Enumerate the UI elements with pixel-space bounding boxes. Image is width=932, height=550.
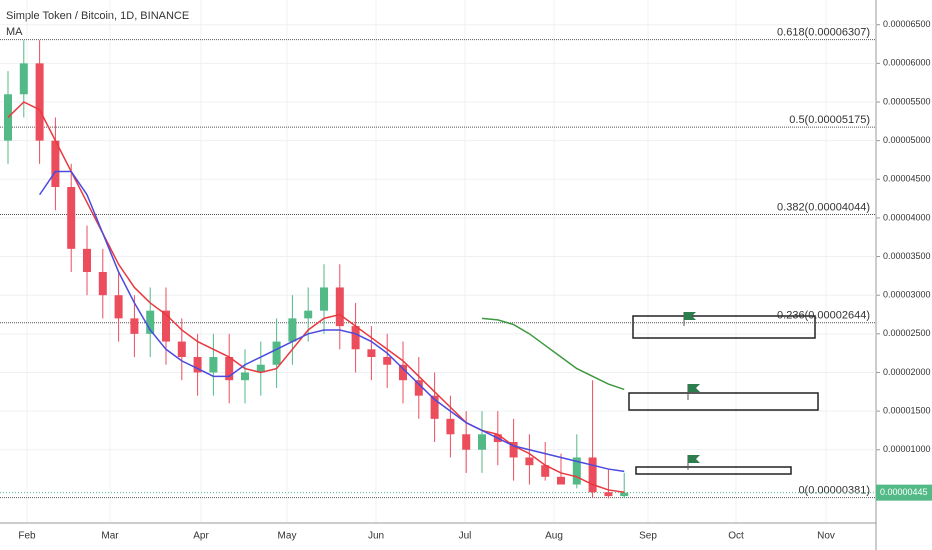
candle-body — [572, 457, 581, 485]
x-tick-label: Aug — [545, 531, 563, 542]
candle-body — [399, 364, 407, 381]
candle-body — [162, 310, 170, 342]
indicator-label: MA — [6, 26, 23, 38]
drawn-box — [635, 466, 792, 475]
flag — [684, 312, 696, 320]
y-tick-label: 0.00002500 — [883, 328, 931, 338]
candle-body — [98, 272, 107, 296]
y-tick-label: 0.00003000 — [883, 290, 931, 300]
candle-body — [320, 287, 328, 311]
candle-body — [146, 310, 155, 334]
candle-body — [19, 63, 28, 95]
fib-label: 0.618(0.00006307) — [777, 27, 870, 39]
ma-line — [38, 170, 625, 473]
y-tick-label: 0.00006500 — [883, 19, 931, 29]
y-tick-label: 0.00003500 — [883, 251, 931, 261]
ma-line — [481, 317, 625, 391]
fib-label: 0(0.00000381) — [798, 484, 870, 496]
candle-body — [604, 492, 613, 497]
candle-body — [67, 187, 76, 249]
candle-body — [114, 295, 123, 319]
x-tick-label: Oct — [728, 531, 744, 542]
y-tick-label: 0.00006000 — [883, 58, 931, 68]
candle-body — [525, 457, 534, 466]
candle-body — [351, 326, 360, 350]
candle-body — [588, 457, 597, 493]
x-tick-label: Jul — [459, 531, 472, 542]
candle-body — [4, 94, 12, 141]
drawings — [628, 315, 819, 475]
candle-body — [241, 372, 249, 381]
candle-body — [272, 341, 281, 365]
candle-body — [256, 364, 265, 373]
y-tick-label: 0.00001500 — [883, 405, 931, 415]
x-tick-label: Sep — [639, 531, 657, 542]
candle-body — [367, 349, 376, 358]
flag — [688, 455, 700, 463]
y-tick-label: 0.00001000 — [883, 444, 931, 454]
candle-body — [430, 395, 439, 419]
y-tick-label: 0.00005000 — [883, 135, 931, 145]
x-tick-label: Jun — [368, 531, 384, 542]
y-tick-label: 0.00005500 — [883, 96, 931, 106]
drawn-box — [632, 315, 816, 339]
candle-body — [51, 140, 60, 188]
candle-body — [225, 357, 234, 381]
candle-body — [414, 380, 423, 396]
candle-body — [509, 442, 518, 458]
candle-body — [288, 318, 297, 342]
candle-body — [304, 310, 313, 319]
candle-body — [446, 418, 455, 435]
flags — [683, 312, 700, 470]
x-tick-label: Nov — [817, 531, 835, 542]
candle-body — [193, 357, 202, 373]
candle-body — [209, 357, 218, 373]
ma-line — [7, 101, 625, 493]
x-tick-label: May — [278, 531, 297, 542]
candle-body — [177, 341, 186, 358]
fib-label: 0.382(0.00004044) — [777, 201, 870, 213]
candle-body — [335, 287, 344, 327]
y-tick-label: 0.00004500 — [883, 174, 931, 184]
candle-body — [83, 248, 91, 273]
last-price-label: 0.00000445 — [880, 487, 928, 497]
candle-body — [478, 434, 486, 450]
x-tick-label: Mar — [101, 531, 119, 542]
x-tick-label: Apr — [193, 531, 209, 542]
candle-body — [130, 318, 139, 334]
x-tick-label: Feb — [18, 531, 36, 542]
candle-body — [541, 465, 550, 477]
fib-label: 0.5(0.00005175) — [789, 114, 870, 126]
last-price-box — [876, 484, 932, 501]
fib-label: 0.236(0.00002644) — [777, 310, 870, 322]
y-tick-label: 0.00002000 — [883, 367, 931, 377]
flag — [688, 384, 700, 392]
y-tick-label: 0.00004000 — [883, 212, 931, 222]
drawn-box — [628, 392, 819, 411]
candle-body — [35, 63, 44, 141]
chart-title: Simple Token / Bitcoin, 1D, BINANCE — [6, 10, 189, 22]
candle-body — [462, 434, 471, 450]
candle-body — [383, 357, 392, 365]
candle-body — [620, 492, 629, 497]
candle-body — [557, 476, 565, 485]
